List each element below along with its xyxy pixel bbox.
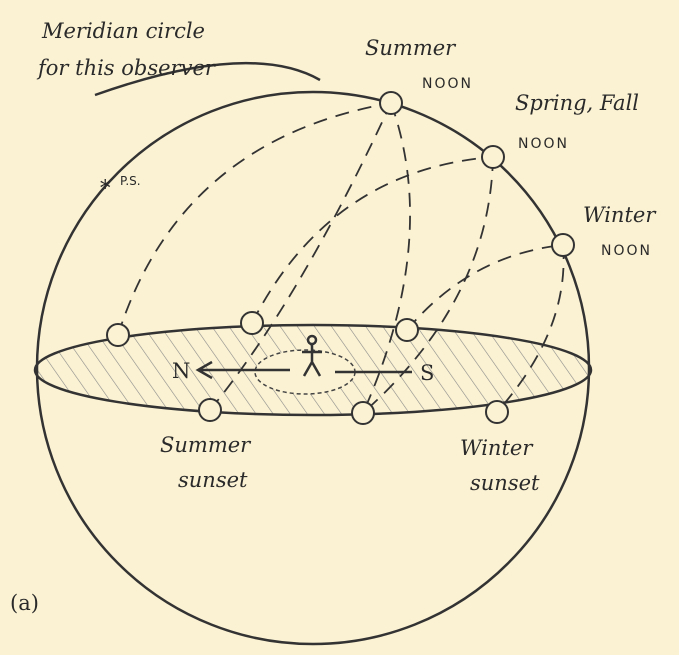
sun <box>199 399 221 421</box>
label: NOON <box>422 76 473 92</box>
label: S <box>420 361 434 385</box>
diagram: * P.S. Meridian circle for this observer… <box>0 0 679 655</box>
label: P.S. <box>120 174 141 188</box>
label: sunset <box>178 468 248 492</box>
sun <box>107 324 129 346</box>
label: NOON <box>601 243 652 259</box>
label: Spring, Fall <box>515 91 639 115</box>
label: (a) <box>10 591 39 615</box>
label: Winter <box>583 203 657 227</box>
sun <box>396 319 418 341</box>
sun <box>380 92 402 114</box>
label: NOON <box>518 136 569 152</box>
star-mark: * <box>100 176 111 200</box>
label: Winter <box>460 436 534 460</box>
label: N <box>172 359 190 383</box>
sun <box>352 402 374 424</box>
label: Summer <box>160 433 252 457</box>
label: sunset <box>470 471 540 495</box>
label: for this observer <box>36 56 217 80</box>
sun <box>552 234 574 256</box>
sun <box>241 312 263 334</box>
label: Meridian circle <box>41 19 205 43</box>
label: Summer <box>365 36 457 60</box>
sun <box>486 401 508 423</box>
sun <box>482 146 504 168</box>
